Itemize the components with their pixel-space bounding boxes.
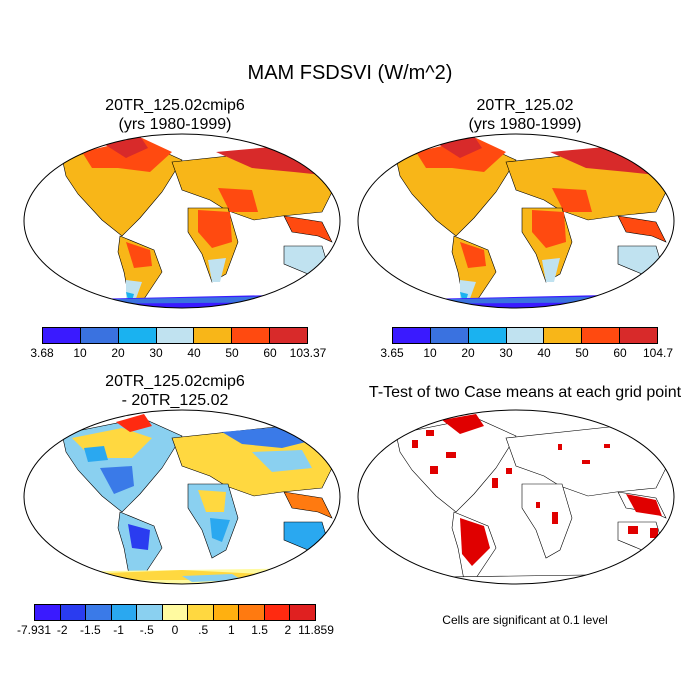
colorbar-label: 2: [284, 623, 292, 637]
colorbar-label: 1.5: [251, 623, 268, 637]
colorbar-swatch: [35, 605, 61, 620]
colorbar-swatch: [118, 328, 157, 343]
colorbar-swatch: [393, 328, 431, 343]
panel-1-title: 20TR_125.02cmip6 (yrs 1980-1999): [25, 96, 325, 134]
colorbar-swatch: [468, 328, 507, 343]
panel-4-title: T-Test of two Case means at each grid po…: [350, 383, 700, 402]
colorbar-label: 50: [575, 346, 589, 360]
colorbar-swatch: [239, 605, 265, 620]
map-panel-2: [357, 133, 675, 309]
colorbar-swatch: [232, 328, 271, 343]
colorbar-swatch: [156, 328, 195, 343]
colorbar-swatch: [194, 328, 233, 343]
significance-note: Cells are significant at 0.1 level: [442, 613, 608, 627]
colorbar-label: -.5: [139, 623, 154, 637]
map-panel-4: [357, 409, 675, 585]
colorbar-3: -7.931 -2 -1.5 -1 -.5 0 .5 1 1.5 2 11.859: [17, 604, 334, 637]
colorbar-swatch: [544, 328, 583, 343]
colorbar-swatch: [43, 328, 81, 343]
colorbar-swatch: [270, 328, 308, 343]
panel-2-title-line2: (yrs 1980-1999): [468, 116, 582, 133]
colorbar-swatch: [290, 605, 316, 620]
colorbar-label: -1.5: [80, 623, 101, 637]
panel-3-title-line1: 20TR_125.02cmip6: [105, 373, 245, 390]
significant-cells: [412, 414, 664, 566]
map-1-fields: [24, 134, 340, 308]
main-title: MAM FSDSVI (W/m^2): [247, 62, 453, 84]
panel-2-title-line1: 20TR_125.02: [476, 97, 574, 114]
colorbar-swatch: [162, 605, 189, 620]
colorbar-label: 3.68: [30, 346, 54, 360]
panel-1-title-line2: (yrs 1980-1999): [118, 116, 232, 133]
colorbar-label: 11.859: [298, 623, 334, 637]
map-2-fields: [358, 134, 674, 308]
colorbar-swatch: [60, 605, 87, 620]
colorbar-swatch: [582, 328, 621, 343]
map-panel-3: [23, 409, 341, 585]
panel-3-title-line2: - 20TR_125.02: [121, 392, 229, 409]
colorbar-label: 40: [187, 346, 201, 360]
colorbar-label: 20: [111, 346, 125, 360]
colorbar-swatch: [137, 605, 163, 620]
map-3-fields: [24, 410, 340, 584]
colorbar-label: 60: [613, 346, 627, 360]
colorbar-1: 3.68 10 20 30 40 50 60 103.37: [30, 327, 326, 360]
colorbar-label: 0: [171, 623, 179, 637]
colorbar-2: 3.65 10 20 30 40 50 60 104.7: [380, 327, 673, 360]
colorbar-label: -7.931: [16, 623, 52, 637]
colorbar-swatch: [620, 328, 658, 343]
colorbar-swatch: [80, 328, 119, 343]
colorbar-label: 103.37: [289, 346, 327, 360]
colorbar-label: 30: [499, 346, 513, 360]
colorbar-label: 60: [263, 346, 277, 360]
map-4-fields: [358, 410, 674, 584]
colorbar-label: 20: [461, 346, 475, 360]
colorbar-label: 30: [149, 346, 163, 360]
colorbar-label: .5: [198, 623, 209, 637]
colorbar-swatch: [264, 605, 291, 620]
colorbar-label: 1: [228, 623, 235, 637]
colorbar-swatch: [111, 605, 138, 620]
colorbar-label: 10: [73, 346, 87, 360]
colorbar-label: -1: [113, 623, 124, 637]
colorbar-swatch: [213, 605, 240, 620]
colorbar-label: -2: [56, 623, 68, 637]
colorbar-label: 104.7: [642, 346, 674, 360]
panel-4-title-line1: T-Test of two Case means at each grid po…: [368, 384, 682, 401]
colorbar-label: 10: [423, 346, 437, 360]
panel-1-title-line1: 20TR_125.02cmip6: [105, 97, 245, 114]
colorbar-label: 40: [537, 346, 551, 360]
panel-2-title: 20TR_125.02 (yrs 1980-1999): [375, 96, 675, 134]
colorbar-swatch: [86, 605, 112, 620]
colorbar-label: 50: [225, 346, 239, 360]
colorbar-swatch: [188, 605, 214, 620]
colorbar-label: 3.65: [380, 346, 404, 360]
colorbar-swatch: [506, 328, 545, 343]
panel-3-title: 20TR_125.02cmip6 - 20TR_125.02: [25, 372, 325, 410]
colorbar-swatch: [430, 328, 469, 343]
map-panel-1: [23, 133, 341, 309]
